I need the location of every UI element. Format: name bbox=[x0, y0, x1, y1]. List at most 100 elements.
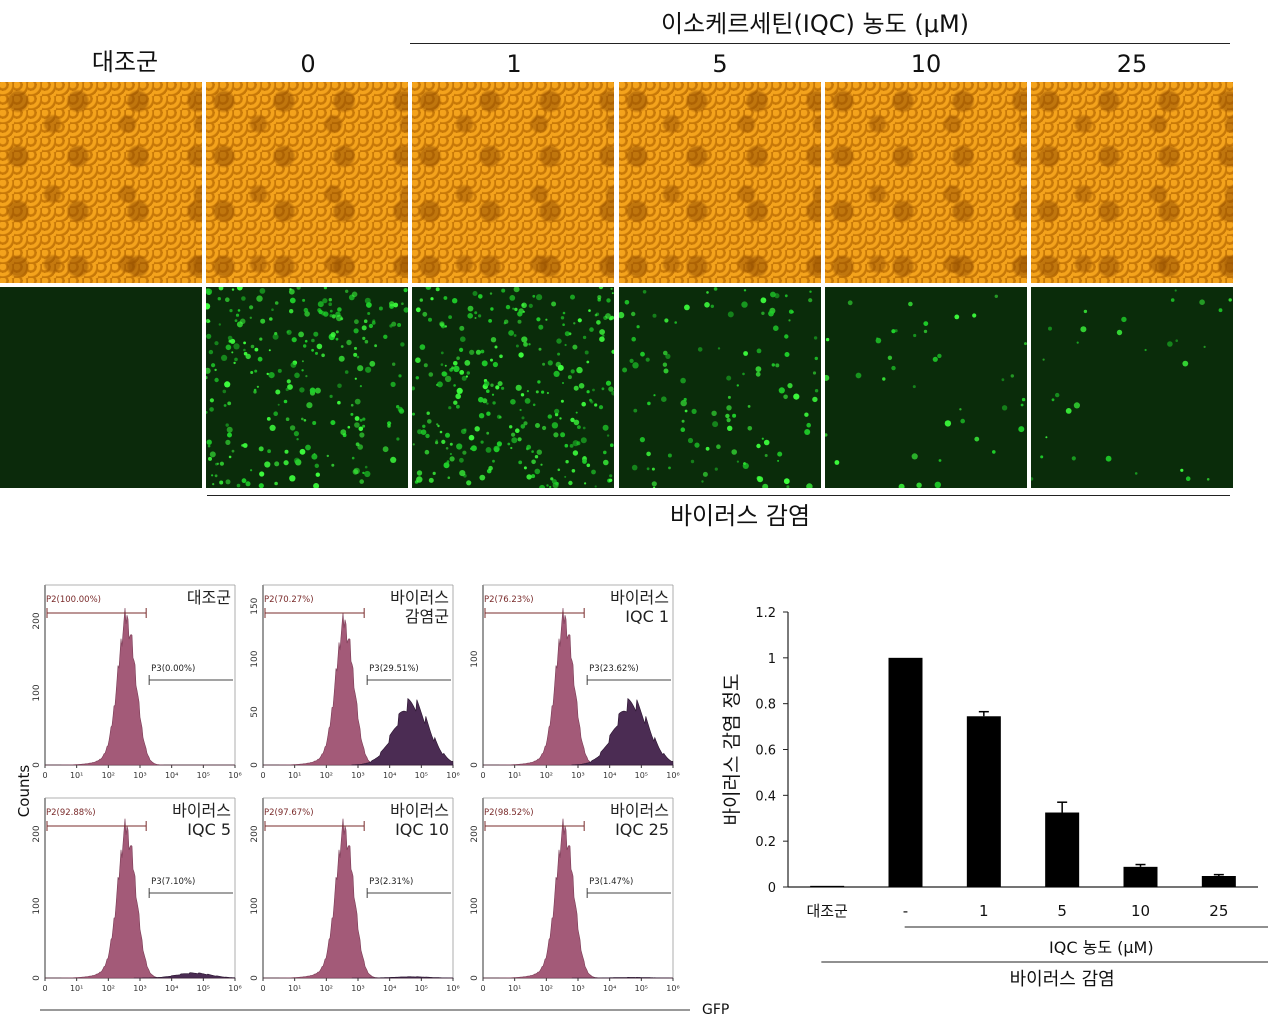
fluorescent-cell bbox=[793, 393, 800, 400]
fluorescent-cell bbox=[1185, 476, 1191, 481]
flow-x-tick-label: 10⁵ bbox=[197, 984, 210, 993]
fluorescent-cell bbox=[340, 429, 347, 436]
gate-p3-label: P3(29.51%) bbox=[369, 664, 419, 674]
fluorescent-cell bbox=[474, 426, 480, 432]
fluorescent-cell bbox=[312, 421, 317, 425]
fluorescent-cell bbox=[449, 452, 452, 456]
gate-p2-label: P2(97.67%) bbox=[264, 808, 314, 818]
fluorescent-cell bbox=[206, 439, 212, 445]
fluorescent-cell bbox=[298, 331, 304, 338]
flow-x-tick-label: 0 bbox=[42, 771, 47, 780]
fluorescent-cell bbox=[455, 393, 461, 400]
fluorescent-cell bbox=[562, 382, 564, 384]
fluorescent-cell bbox=[465, 375, 468, 378]
fluorescent-cell bbox=[430, 297, 434, 301]
fluorescent-cell bbox=[1144, 348, 1147, 352]
fluorescent-cell bbox=[305, 375, 308, 378]
fluorescent-cell bbox=[435, 441, 439, 445]
brightfield-image-5 bbox=[619, 82, 821, 283]
fluorescent-cell bbox=[560, 399, 564, 403]
fluorescent-cell bbox=[225, 439, 231, 445]
fluorescent-cell bbox=[365, 366, 372, 373]
fluorescent-cell bbox=[1080, 326, 1087, 333]
fluorescent-cell bbox=[582, 335, 587, 340]
fluorescent-cell bbox=[747, 405, 751, 408]
fluorescent-cell bbox=[784, 479, 790, 485]
flow-x-tick-label: 10¹ bbox=[70, 984, 83, 993]
flow-histogram-p3 bbox=[571, 976, 673, 979]
flow-x-tick-label: 10³ bbox=[133, 984, 146, 993]
fluorescent-cell bbox=[598, 287, 604, 290]
fluorescent-cell bbox=[323, 287, 327, 290]
fluorescent-cell bbox=[241, 444, 244, 447]
fluorescent-cell bbox=[499, 354, 503, 359]
fluorescent-cell bbox=[231, 449, 235, 453]
fluorescent-cell bbox=[1083, 309, 1088, 314]
gate-p2-label: P2(98.52%) bbox=[484, 808, 534, 818]
fluorescent-cell bbox=[784, 334, 789, 339]
fluorescent-cell bbox=[354, 416, 360, 421]
fluorescent-cell bbox=[564, 343, 567, 347]
flow-panel-sublabel: IQC 1 bbox=[625, 607, 669, 626]
fluorescent-cell bbox=[243, 348, 246, 352]
fluorescent-cell bbox=[1105, 455, 1112, 462]
fluorescent-cell bbox=[661, 396, 667, 402]
fluorescent-cell bbox=[632, 362, 639, 369]
fluorescent-cell bbox=[520, 393, 525, 397]
fluorescent-cell bbox=[891, 329, 896, 334]
fluorescent-cell bbox=[594, 313, 598, 317]
fluorescent-cell bbox=[1065, 408, 1072, 414]
fluorescent-cell bbox=[668, 466, 671, 470]
fluorescent-cell bbox=[338, 355, 345, 362]
fluorescent-cell bbox=[923, 329, 928, 334]
flow-y-tick-label: 50 bbox=[250, 706, 260, 718]
fluorescent-cell bbox=[340, 345, 344, 348]
fluorescent-cell bbox=[704, 302, 710, 308]
fluorescent-cell bbox=[546, 391, 549, 395]
flow-x-tick-label: 10⁵ bbox=[635, 771, 648, 780]
fluorescent-cell bbox=[284, 449, 289, 454]
fluorescent-cell bbox=[647, 401, 651, 406]
fluorescent-cell bbox=[206, 303, 211, 310]
fluorescent-cell bbox=[911, 453, 918, 460]
fluorescent-cell bbox=[534, 455, 539, 459]
flow-y-tick-label: 0 bbox=[250, 762, 260, 768]
fluorescent-cell bbox=[916, 482, 922, 488]
fluorescent-cell bbox=[486, 431, 490, 435]
fluorescent-cell bbox=[814, 389, 819, 393]
fluorescent-cell bbox=[296, 438, 299, 441]
flow-x-tick-label: 10² bbox=[102, 771, 115, 780]
fluorescent-cell bbox=[485, 447, 492, 453]
fluorescence-image-0 bbox=[206, 287, 408, 488]
fluorescent-cell bbox=[601, 387, 605, 391]
fluorescent-cell bbox=[478, 314, 482, 318]
flow-x-tick-label: 10² bbox=[102, 984, 115, 993]
gate-p2-label: P2(70.27%) bbox=[264, 595, 314, 605]
fluorescent-cell bbox=[813, 336, 818, 340]
fluorescent-cell bbox=[1045, 436, 1048, 439]
fluorescent-cell bbox=[606, 434, 610, 437]
flow-x-axis-label: GFP bbox=[702, 1002, 730, 1018]
fluorescent-cell bbox=[328, 298, 332, 302]
fluorescent-cell bbox=[582, 426, 586, 430]
fluorescent-cell bbox=[329, 336, 334, 341]
fluorescent-cell bbox=[419, 344, 426, 350]
fluorescent-cell bbox=[603, 459, 609, 466]
fluorescent-cell bbox=[474, 311, 478, 315]
fluorescent-cell bbox=[233, 361, 236, 365]
fluorescent-cell bbox=[519, 408, 522, 412]
fluorescent-cell bbox=[459, 457, 464, 463]
fluorescent-cell bbox=[441, 371, 447, 377]
fluorescent-cell bbox=[250, 469, 253, 472]
fluorescent-cell bbox=[260, 318, 266, 324]
fluorescent-cell bbox=[1180, 468, 1184, 472]
fluorescent-cell bbox=[1182, 360, 1189, 367]
fluorescent-cell bbox=[222, 389, 227, 394]
flow-x-tick-label: 10² bbox=[320, 771, 333, 780]
fluorescent-cell bbox=[1042, 358, 1045, 361]
fluorescent-cell bbox=[570, 417, 575, 423]
fluorescent-cell bbox=[208, 456, 212, 461]
fluorescence-image-1 bbox=[412, 287, 614, 488]
bar-y-tick-label: 0.2 bbox=[755, 835, 776, 850]
fluorescent-cell bbox=[369, 360, 376, 367]
